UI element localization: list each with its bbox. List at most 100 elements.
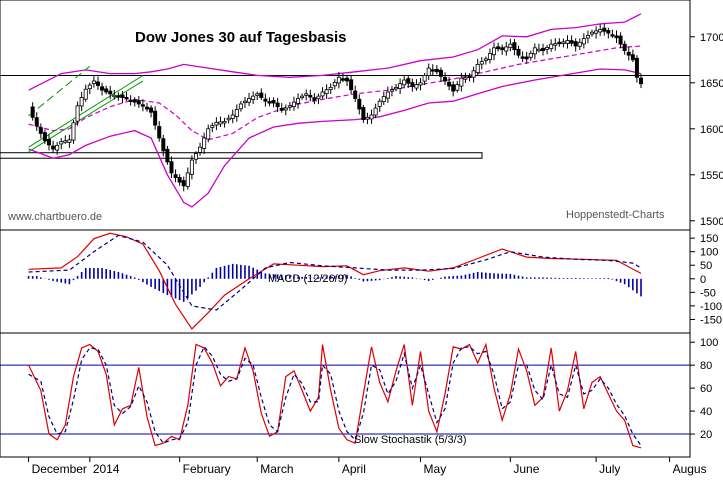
candle-body (340, 78, 345, 81)
candle-body (75, 105, 80, 122)
candle-body (598, 29, 603, 33)
candle-body (471, 70, 476, 78)
candle-body (210, 125, 215, 128)
macd-y-tick-label: 100 (700, 247, 718, 259)
candle-body (385, 91, 390, 99)
candle-body (218, 121, 223, 125)
candle-body (185, 172, 190, 187)
candle-body (606, 30, 611, 34)
candle-body (291, 101, 296, 108)
candle-body (373, 107, 378, 116)
candle-body (59, 141, 64, 145)
candle-body (394, 87, 399, 90)
candle-body (238, 103, 243, 110)
candle-body (189, 159, 194, 175)
candle-body (504, 46, 509, 52)
candle-body (242, 100, 247, 104)
candle-body (136, 100, 141, 105)
candle-body (496, 46, 501, 50)
candle-body (614, 35, 619, 39)
candle-body (602, 27, 607, 32)
candle-body (226, 117, 231, 121)
price-y-tick-label: 16000 (700, 124, 723, 136)
candle-body (51, 145, 56, 150)
candle-body (287, 105, 292, 108)
candle-body (157, 126, 162, 139)
candle-body (361, 107, 366, 120)
candle-body (451, 84, 456, 92)
candle-body (508, 43, 513, 49)
candle-body (561, 41, 566, 44)
candle-body (206, 128, 211, 140)
candle-body (100, 86, 105, 91)
price-y-tick-label: 17000 (700, 32, 723, 44)
candle-body (594, 30, 599, 34)
chart-title: Dow Jones 30 auf Tagesbasis (135, 29, 346, 46)
candle-body (300, 95, 305, 99)
x-tick-label: June (513, 462, 539, 476)
candle-body (377, 100, 382, 107)
stochastic-d-line (28, 345, 642, 446)
x-tick-label: April (342, 462, 366, 476)
axes-layer: 1500015500160001650017000150100500-50-10… (28, 32, 723, 476)
macd-label: MACD (12/26/9) (268, 273, 347, 285)
candle-body (173, 174, 178, 178)
candle-body (426, 67, 431, 76)
candle-body (328, 87, 333, 90)
candle-body (283, 107, 288, 111)
macd-y-tick-label: 50 (700, 260, 712, 272)
candle-body (104, 88, 109, 93)
candle-body (459, 77, 464, 87)
candle-body (487, 52, 492, 61)
macd-y-tick-label: 0 (700, 274, 706, 286)
candle-body (234, 109, 239, 117)
candle-body (349, 79, 354, 91)
candle-body (467, 75, 472, 79)
candle-body (320, 91, 325, 97)
candle-body (475, 64, 480, 73)
candle-body (610, 34, 615, 37)
candle-body (528, 52, 533, 58)
candle-body (132, 99, 137, 103)
candle-body (622, 43, 627, 52)
candle-body (140, 104, 145, 107)
macd-line (28, 232, 642, 330)
candle-body (267, 101, 272, 104)
candle-body (95, 81, 100, 86)
candle-body (357, 98, 362, 110)
candle-body (38, 127, 43, 134)
candle-body (536, 48, 541, 52)
candle-body (369, 114, 374, 120)
candle-body (541, 47, 546, 52)
candle-body (247, 98, 252, 103)
candle-body (67, 139, 72, 143)
candle-body (512, 42, 517, 51)
candle-body (316, 95, 321, 100)
price-y-tick-label: 16500 (700, 78, 723, 90)
candle-body (418, 82, 423, 86)
candle-body (590, 31, 595, 35)
price-y-tick-label: 15000 (700, 216, 723, 228)
candle-body (410, 82, 415, 87)
stochastic-panel-frame (0, 332, 691, 458)
candle-body (275, 102, 280, 108)
candle-body (332, 81, 337, 87)
candle-body (259, 92, 264, 98)
candle-body (634, 57, 639, 78)
x-tick-label: 2014 (93, 462, 120, 476)
candle-body (34, 117, 39, 127)
macd-y-tick-label: -50 (700, 287, 716, 299)
candle-body (87, 84, 92, 90)
candle-body (577, 41, 582, 47)
candle-body (83, 88, 88, 100)
x-tick-label: May (424, 462, 447, 476)
trend-line (28, 65, 91, 117)
candle-body (545, 46, 550, 50)
candle-body (516, 48, 521, 56)
candle-body (230, 114, 235, 119)
candle-body (161, 138, 166, 152)
candle-body (585, 35, 590, 39)
candle-body (255, 93, 260, 96)
macd-y-tick-label: -100 (700, 301, 722, 313)
